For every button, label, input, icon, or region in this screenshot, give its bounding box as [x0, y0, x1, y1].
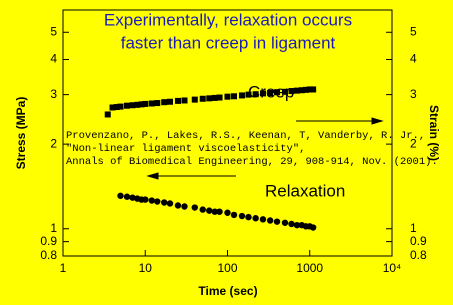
- y2-tick-label: 1: [410, 221, 417, 235]
- point: [117, 192, 124, 199]
- point: [274, 89, 281, 96]
- point: [154, 100, 161, 107]
- point: [104, 111, 111, 118]
- point: [109, 104, 116, 111]
- point: [252, 215, 259, 222]
- point: [134, 101, 141, 108]
- point: [245, 213, 252, 221]
- point: [306, 86, 313, 93]
- point: [181, 97, 188, 104]
- point: [123, 193, 131, 200]
- point: [216, 94, 223, 101]
- point: [142, 100, 149, 107]
- point: [281, 88, 288, 95]
- point: [310, 86, 317, 93]
- point: [252, 91, 259, 98]
- point: [309, 224, 317, 231]
- point: [154, 198, 161, 205]
- y-axis-label: Stress (MPa): [14, 97, 28, 170]
- point: [211, 208, 218, 215]
- point: [294, 87, 301, 94]
- point: [293, 221, 301, 229]
- point: [113, 104, 120, 111]
- x-tick-label: 10⁴: [383, 261, 402, 275]
- point: [231, 93, 238, 100]
- point: [238, 92, 245, 99]
- point: [302, 86, 309, 93]
- series-label: Relaxation: [265, 181, 345, 200]
- y2-tick-label: 0.8: [410, 248, 427, 262]
- y-tick-label: 0.9: [40, 234, 57, 248]
- point: [281, 219, 289, 226]
- point: [181, 203, 188, 210]
- point: [166, 200, 174, 207]
- chart-title: Experimentally, relaxation occurs: [104, 10, 352, 29]
- point: [129, 194, 136, 201]
- y-tick-label: 3: [50, 87, 57, 101]
- y2-tick-label: 4: [410, 52, 417, 66]
- y2-tick-label: 5: [410, 24, 417, 38]
- point: [288, 220, 295, 228]
- point: [211, 94, 218, 101]
- chart-title: faster than creep in ligament: [121, 33, 336, 52]
- point: [259, 90, 266, 97]
- point: [161, 199, 168, 206]
- point: [245, 91, 252, 98]
- point: [224, 209, 231, 216]
- point: [266, 217, 274, 224]
- arrow: [296, 117, 384, 125]
- y-tick-label: 5: [50, 24, 57, 38]
- point: [138, 101, 145, 108]
- point: [148, 197, 155, 204]
- x-tick-label: 1000: [296, 261, 323, 275]
- point: [148, 100, 155, 107]
- point: [161, 99, 168, 106]
- point: [142, 196, 149, 203]
- point: [224, 93, 231, 100]
- point: [206, 207, 213, 214]
- y-tick-label: 4: [50, 52, 57, 66]
- point: [117, 103, 124, 110]
- point: [216, 208, 223, 215]
- point: [298, 87, 305, 94]
- y2-axis-label: Strain (%): [427, 105, 441, 161]
- point: [167, 98, 174, 105]
- y-tick-label: 0.8: [40, 248, 57, 262]
- point: [259, 216, 267, 223]
- y2-tick-label: 2: [410, 136, 417, 150]
- y-tick-label: 1: [50, 221, 57, 235]
- x-tick-label: 1: [60, 261, 67, 275]
- arrow: [146, 172, 236, 180]
- y-tick-label: 2: [50, 136, 57, 150]
- citation: Provenzano, P., Lakes, R.S., Keenan, T, …: [66, 130, 425, 142]
- point: [191, 204, 198, 211]
- point: [124, 102, 131, 109]
- y2-tick-label: 0.9: [410, 234, 427, 248]
- point: [230, 211, 238, 219]
- point: [199, 206, 206, 213]
- point: [273, 218, 281, 225]
- x-axis-label: Time (sec): [198, 284, 257, 298]
- point: [238, 212, 246, 220]
- point: [267, 90, 274, 97]
- point: [288, 88, 295, 95]
- point: [129, 102, 136, 109]
- point: [199, 95, 206, 102]
- point: [174, 97, 181, 104]
- citation: "Non-linear ligament viscoelasticity",: [66, 143, 305, 155]
- y2-tick-label: 3: [410, 87, 417, 101]
- point: [174, 202, 182, 209]
- point: [191, 96, 198, 103]
- x-tick-label: 10: [139, 261, 153, 275]
- point: [206, 95, 213, 102]
- citation: Annals of Biomedical Engineering, 29, 90…: [66, 156, 438, 168]
- x-tick-label: 100: [217, 261, 237, 275]
